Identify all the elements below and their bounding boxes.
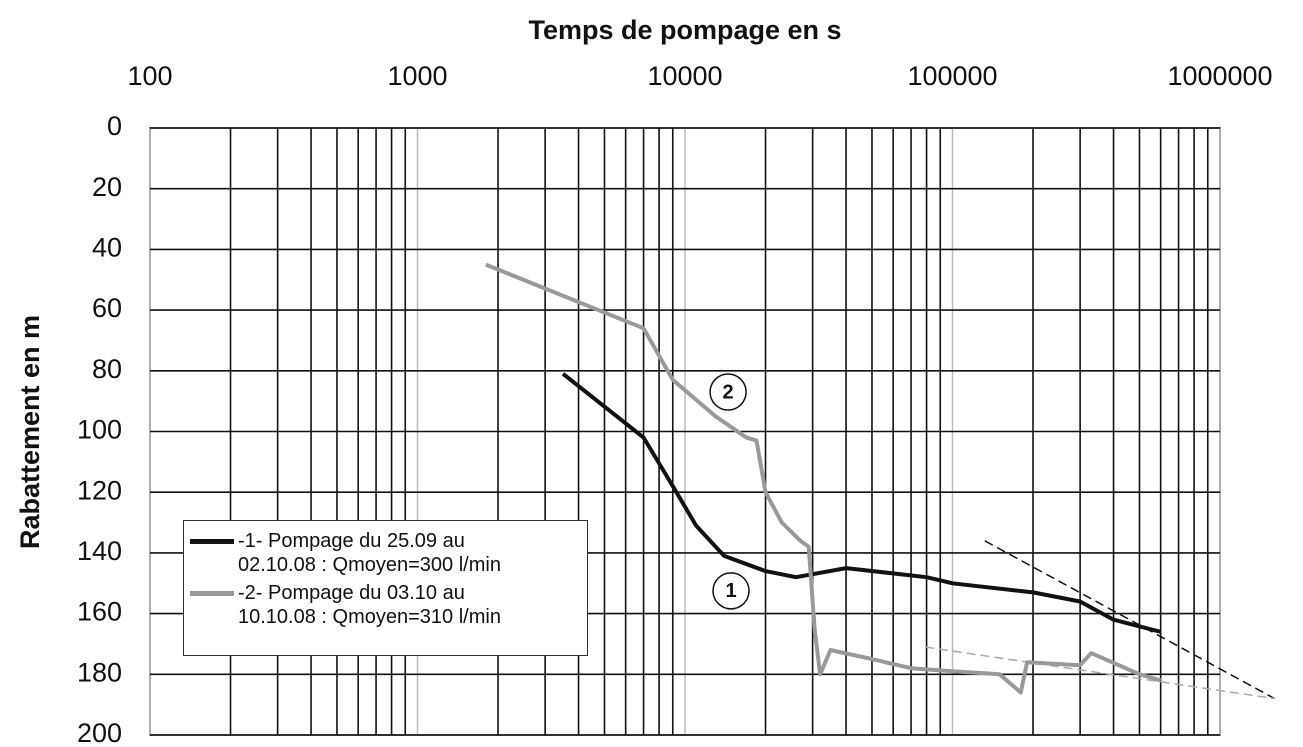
annotation-circle: [712, 572, 750, 610]
y-tick-label: 200: [77, 718, 122, 747]
x-tick-label: 100: [127, 61, 172, 91]
legend-swatch: [190, 591, 234, 596]
y-tick-label: 180: [77, 657, 122, 687]
legend-entry: -1- Pompage du 25.09 au 02.10.08 : Qmoye…: [190, 529, 581, 577]
x-tick-label: 10000: [647, 61, 722, 91]
legend-label: -1- Pompage du 25.09 au 02.10.08 : Qmoye…: [238, 530, 501, 576]
legend: -1- Pompage du 25.09 au 02.10.08 : Qmoye…: [183, 520, 588, 656]
legend-entry: -2- Pompage du 03.10 au 10.10.08 : Qmoye…: [190, 581, 581, 629]
y-tick-label: 160: [77, 597, 122, 627]
chart-title: Temps de pompage en s: [528, 15, 841, 45]
y-tick-label: 40: [92, 233, 122, 263]
x-tick-label: 1000: [387, 61, 447, 91]
y-tick-label: 120: [77, 475, 122, 505]
y-tick-label: 20: [92, 172, 122, 202]
annotation: 2: [723, 381, 734, 403]
y-tick-label: 100: [77, 415, 122, 445]
x-tick-label: 1000000: [1167, 61, 1272, 91]
series-line: [485, 262, 1162, 695]
y-tick-label: 0: [107, 111, 122, 141]
y-axis-label: Rabattement en m: [15, 315, 45, 549]
y-tick-label: 60: [92, 293, 122, 323]
x-tick-label: 100000: [907, 61, 997, 91]
y-tick-label: 140: [77, 536, 122, 566]
trend-line: [984, 540, 1275, 700]
legend-label: -2- Pompage du 03.10 au 10.10.08 : Qmoye…: [238, 582, 501, 628]
annotation: 1: [725, 580, 736, 602]
annotation-circle: [709, 373, 747, 411]
trend-line: [924, 646, 1275, 700]
y-tick-label: 80: [92, 354, 122, 384]
legend-swatch: [190, 539, 234, 544]
series-line: [561, 372, 1162, 634]
